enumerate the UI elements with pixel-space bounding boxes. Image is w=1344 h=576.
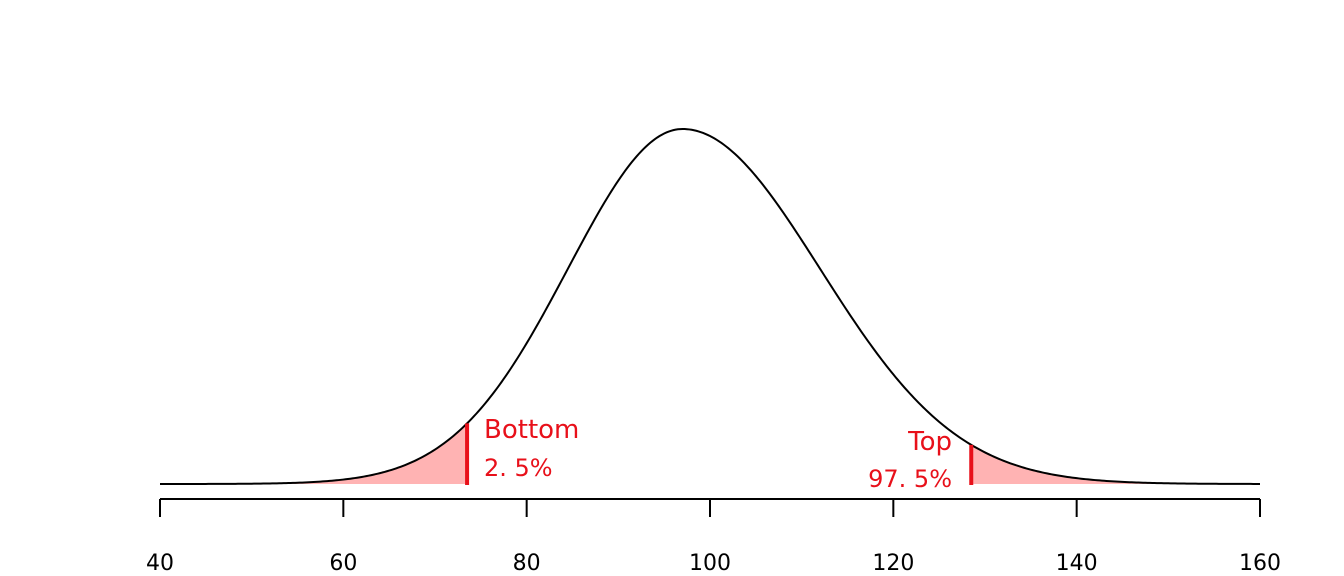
lower-tail-shade xyxy=(160,423,468,484)
x-tick-label: 100 xyxy=(689,551,731,576)
density-curve xyxy=(160,127,1261,485)
x-tick-label: 80 xyxy=(513,551,541,576)
x-tick-label: 120 xyxy=(872,551,914,576)
top-label: Top xyxy=(907,427,952,457)
bottom-label: Bottom xyxy=(484,415,579,445)
top-percent: 97. 5% xyxy=(868,465,952,493)
x-axis-ticks: 40 60 80 100 120 140 160 xyxy=(146,499,1281,576)
x-tick-label: 140 xyxy=(1056,551,1098,576)
cutoff-lines xyxy=(465,423,974,485)
upper-tail-shade xyxy=(971,444,1260,484)
x-tick-label: 40 xyxy=(146,551,174,576)
bottom-percent: 2. 5% xyxy=(484,454,553,482)
x-tick-label: 60 xyxy=(329,551,357,576)
tail-shading xyxy=(160,423,1260,484)
x-tick-label: 160 xyxy=(1239,551,1281,576)
x-axis: 40 60 80 100 120 140 160 xyxy=(146,498,1281,576)
